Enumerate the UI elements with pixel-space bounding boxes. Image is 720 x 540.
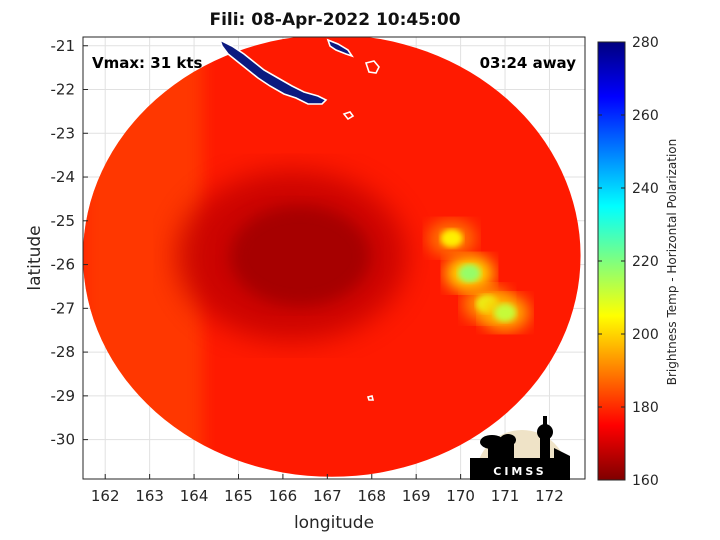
y-tick-label: -21 — [51, 37, 76, 55]
colorbar-tick-label: 280 — [632, 35, 659, 51]
y-tick-label: -23 — [51, 124, 76, 142]
colorbar-tick-label: 180 — [632, 400, 659, 416]
y-tick-label: -26 — [51, 256, 76, 274]
y-tick-label: -25 — [51, 212, 76, 230]
colorbar-tick-label: 240 — [632, 181, 659, 197]
x-tick-label: 162 — [91, 487, 120, 505]
x-tick-label: 163 — [135, 487, 164, 505]
y-tick-label: -24 — [51, 168, 76, 186]
x-tick-label: 169 — [402, 487, 431, 505]
colorbar — [597, 41, 626, 481]
island-outline-north — [326, 38, 354, 58]
colorbar-ticks: 280 260 240 220 200 180 160 — [598, 35, 659, 489]
land-outline — [218, 38, 380, 401]
island-outline — [218, 38, 328, 105]
convection-cell — [440, 229, 463, 248]
colorbar-tick-label: 220 — [632, 254, 659, 270]
x-tick-label: 164 — [180, 487, 209, 505]
vmax-annotation: Vmax: 31 kts — [92, 54, 202, 72]
y-tick-label: -30 — [51, 431, 76, 449]
cimss-logo: CIMSS — [470, 416, 570, 480]
colorbar-tick-label: 260 — [632, 108, 659, 124]
convection-cell — [458, 264, 481, 283]
islet-outline — [364, 60, 380, 74]
y-tick-label: -22 — [51, 81, 76, 99]
time-away-annotation: 03:24 away — [480, 54, 577, 72]
colorbar-label: Brightness Temp - Horizontal Polarizatio… — [665, 139, 679, 386]
x-tick-label: 170 — [446, 487, 475, 505]
logo-buildings — [470, 416, 570, 480]
y-tick-label: -29 — [51, 387, 76, 405]
islet-outline-south — [366, 395, 375, 401]
x-tick-label: 172 — [535, 487, 564, 505]
convection-cell — [494, 303, 517, 322]
islet-outline-small — [342, 111, 355, 121]
y-axis-ticks: -21 -22 -23 -24 -25 -26 -27 -28 -29 -30 — [51, 37, 88, 449]
x-axis-label: longitude — [294, 513, 374, 533]
x-tick-label: 165 — [224, 487, 253, 505]
y-tick-label: -27 — [51, 299, 76, 317]
x-tick-label: 167 — [313, 487, 342, 505]
y-tick-label: -28 — [51, 343, 76, 361]
chart-title: Fili: 08-Apr-2022 10:45:00 — [209, 10, 461, 30]
colorbar-tick-label: 200 — [632, 327, 659, 343]
y-axis-label: latitude — [25, 225, 45, 290]
colorbar-tick-label: 160 — [632, 473, 659, 489]
cyclone-core-inner — [229, 205, 370, 306]
logo-text: CIMSS — [493, 465, 546, 478]
x-tick-label: 166 — [269, 487, 298, 505]
x-tick-label: 168 — [357, 487, 386, 505]
x-tick-label: 171 — [491, 487, 520, 505]
x-axis-ticks: 162 163 164 165 166 167 168 169 170 171 172 — [91, 474, 564, 505]
plot-frame — [82, 36, 586, 480]
